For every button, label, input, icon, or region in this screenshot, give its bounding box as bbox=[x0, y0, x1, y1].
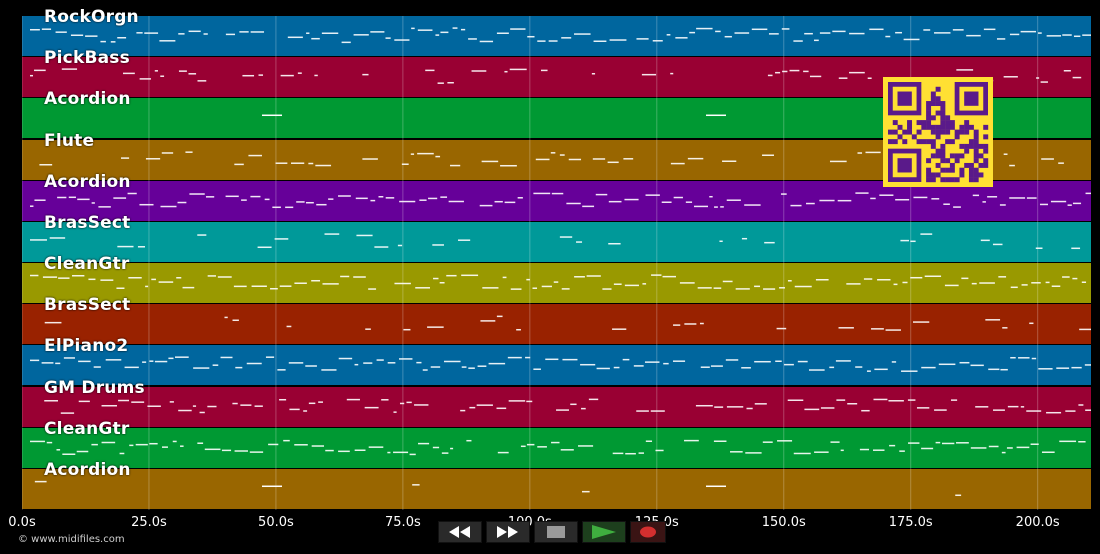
rewind-button[interactable] bbox=[438, 521, 482, 543]
stop-icon bbox=[547, 526, 565, 538]
play-button[interactable] bbox=[582, 521, 626, 543]
track-name: BrasSect bbox=[44, 295, 131, 316]
copyright-text: © www.midifiles.com bbox=[18, 534, 125, 545]
time-tick-label: 200.0s bbox=[1015, 515, 1060, 530]
note-marks bbox=[30, 439, 1086, 455]
track-lane: BrasSect bbox=[22, 295, 1091, 346]
note-marks bbox=[44, 398, 1091, 414]
track-name: Acordion bbox=[44, 171, 131, 192]
track-name: RockOrgn bbox=[44, 7, 139, 27]
note-marks bbox=[30, 192, 1091, 208]
time-tick-label: 150.0s bbox=[761, 515, 806, 530]
track-name: Acordion bbox=[44, 459, 131, 480]
fast-forward-button[interactable] bbox=[486, 521, 530, 543]
track-name: ElPiano2 bbox=[44, 336, 129, 357]
track-lane: Acordion bbox=[22, 460, 1091, 510]
qr-code bbox=[883, 77, 993, 187]
play-icon bbox=[592, 525, 616, 539]
track-lane: Acordion bbox=[22, 172, 1091, 222]
stop-button[interactable] bbox=[534, 521, 578, 543]
note-marks bbox=[30, 233, 1081, 249]
track-lane: CleanGtr bbox=[22, 254, 1091, 305]
time-tick-label: 175.0s bbox=[888, 515, 933, 530]
note-marks bbox=[34, 480, 962, 496]
track-lane: BrasSect bbox=[22, 213, 1091, 263]
time-tick-label: 50.0s bbox=[258, 515, 294, 530]
track-name: BrasSect bbox=[44, 212, 131, 233]
note-marks bbox=[30, 274, 1087, 290]
time-tick-label: 25.0s bbox=[131, 515, 167, 530]
rewind-icon bbox=[449, 526, 470, 538]
track-lane: GM Drums bbox=[22, 378, 1091, 428]
track-name: Flute bbox=[44, 130, 95, 151]
fast-forward-icon bbox=[497, 526, 518, 538]
record-button[interactable] bbox=[630, 521, 666, 543]
time-tick-label: 75.0s bbox=[385, 515, 421, 530]
track-lane: CleanGtr bbox=[22, 419, 1091, 469]
track-name: GM Drums bbox=[44, 377, 145, 398]
track-name: CleanGtr bbox=[44, 418, 130, 439]
track-name: PickBass bbox=[44, 48, 130, 69]
track-lane: RockOrgn bbox=[22, 7, 1091, 58]
track-name: CleanGtr bbox=[44, 254, 130, 274]
note-marks bbox=[44, 315, 1091, 331]
track-name: Acordion bbox=[44, 89, 131, 110]
note-marks bbox=[30, 356, 1091, 373]
transport-controls bbox=[438, 521, 666, 543]
track-list: RockOrgn PickBass Acordion Flute Acordion Bra… bbox=[22, 7, 1091, 510]
time-tick-label: 0.0s bbox=[8, 515, 36, 530]
track-lane: ElPiano2 bbox=[22, 336, 1091, 387]
record-icon bbox=[640, 526, 656, 538]
note-marks bbox=[30, 27, 1091, 44]
